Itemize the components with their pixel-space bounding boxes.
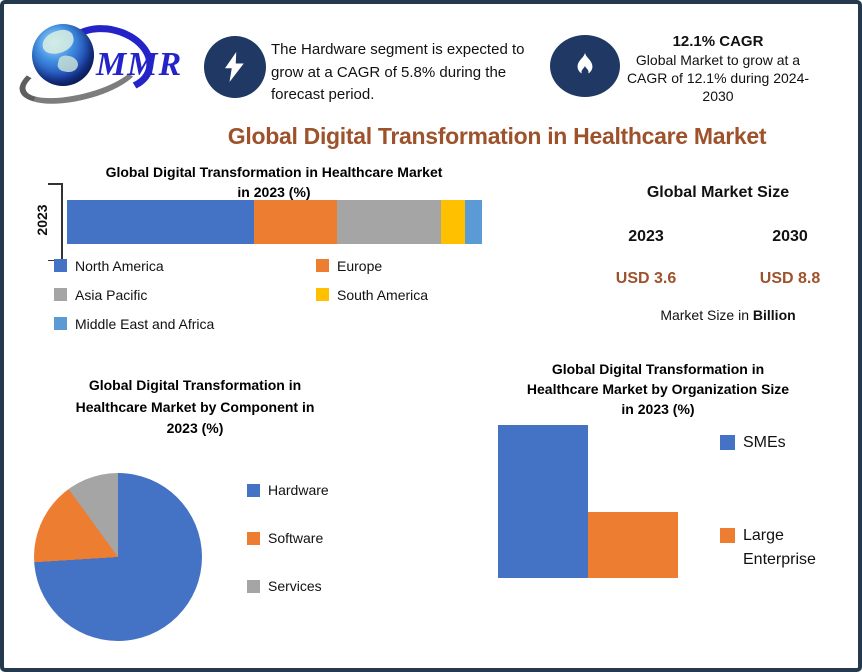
market-size-title: Global Market Size <box>646 184 790 201</box>
organization-bar-chart <box>498 425 679 578</box>
lightning-icon <box>204 36 266 98</box>
value-2030: USD 8.8 <box>759 270 821 287</box>
category-axis-label: 2023 <box>34 204 50 236</box>
legend-item: Hardware <box>247 482 329 498</box>
component-chart-title-line2: Healthcare Market by Component in <box>75 398 315 415</box>
legend-label: Software <box>268 530 324 546</box>
organization-chart-title-line2: Healthcare Market by Organization Size <box>526 381 790 397</box>
legend-item: North America <box>54 258 316 274</box>
legend-swatch <box>720 528 735 543</box>
year-2023: 2023 <box>628 228 664 245</box>
legend-label: Europe <box>337 257 383 274</box>
legend-swatch <box>720 435 735 450</box>
legend-label: Large Enterprise <box>743 527 816 568</box>
legend-label: Services <box>268 578 322 594</box>
note-prefix: Market Size in <box>660 307 750 323</box>
component-pie-chart <box>34 473 202 641</box>
lightning-bolt-glyph <box>225 52 244 82</box>
globe-icon <box>32 24 94 86</box>
note-unit: Billion <box>752 307 796 323</box>
cagr-text: Global Market to grow at a CAGR of 12.1%… <box>626 52 810 104</box>
value-2023: USD 3.6 <box>615 270 677 287</box>
regional-chart-title-line2: in 2023 (%) <box>237 184 311 200</box>
legend-swatch <box>247 483 260 497</box>
logo-brand-text: MMR <box>96 46 183 83</box>
component-chart-title-line3: 2023 (%) <box>166 420 224 436</box>
component-chart-title-line1: Global Digital Transformation in <box>88 377 302 393</box>
organization-chart-title-line3: in 2023 (%) <box>621 401 695 417</box>
legend-label: Asia Pacific <box>75 286 148 303</box>
year-2030: 2030 <box>772 228 808 245</box>
market-size-values: USD 3.6 USD 8.8 <box>574 270 858 288</box>
legend-swatch <box>54 317 67 330</box>
legend-item: Services <box>247 578 329 594</box>
legend-item: Asia Pacific <box>54 287 316 303</box>
legend-swatch <box>247 579 260 593</box>
page-title: Global Digital Transformation in Healthc… <box>227 123 767 149</box>
regional-stacked-bar <box>67 200 482 244</box>
bar-segment-asia-pacific <box>336 200 441 244</box>
legend-swatch <box>316 259 329 272</box>
legend-label: Hardware <box>268 482 329 498</box>
legend-swatch <box>247 531 260 545</box>
legend-item: Software <box>247 530 329 546</box>
legend-item-smes: SMEs <box>720 431 786 455</box>
legend-label: North America <box>75 257 164 274</box>
legend-label: SMEs <box>743 434 786 451</box>
mmr-logo: MMR <box>14 10 208 115</box>
legend-item-large-enterprise: Large Enterprise <box>720 524 839 572</box>
market-cagr-callout: 12.1% CAGR Global Market to grow at a CA… <box>616 33 820 105</box>
legend-swatch <box>316 288 329 301</box>
legend-item: Middle East and Africa <box>54 316 316 332</box>
bar-segment-north-america <box>67 200 254 244</box>
component-chart-title: Global Digital Transformation in Healthc… <box>24 375 366 440</box>
market-size-years: 2023 2030 <box>574 228 858 246</box>
legend-swatch <box>54 259 67 272</box>
regional-legend: North America Europe Asia Pacific South … <box>54 251 526 338</box>
component-legend: Hardware Software Services <box>247 466 329 610</box>
hardware-callout-text: The Hardware segment is expected to grow… <box>271 41 525 103</box>
category-axis-line <box>61 183 63 261</box>
market-size-note: Market Size in Billion <box>574 307 858 323</box>
bar-segment-south-america <box>440 200 466 244</box>
bar-smes <box>498 425 588 578</box>
legend-item: Europe <box>316 258 526 274</box>
cagr-headline: 12.1% CAGR <box>672 33 764 50</box>
bar-large-enterprise <box>588 512 678 578</box>
flame-icon <box>550 35 620 97</box>
axis-tick-top <box>48 183 62 185</box>
legend-item: South America <box>316 287 526 303</box>
organization-chart-title-line1: Global Digital Transformation in <box>551 361 765 377</box>
organization-chart-title: Global Digital Transformation in Healthc… <box>484 359 832 419</box>
regional-chart-title: Global Digital Transformation in Healthc… <box>54 162 494 202</box>
bar-segment-middle-east-africa <box>465 200 482 244</box>
legend-swatch <box>54 288 67 301</box>
bar-segment-europe <box>253 200 337 244</box>
legend-label: Middle East and Africa <box>75 315 215 332</box>
flame-glyph <box>577 51 593 76</box>
market-size-panel: Global Market Size 2023 2030 USD 3.6 USD… <box>574 184 858 323</box>
legend-label: South America <box>337 286 429 303</box>
regional-chart-title-line1: Global Digital Transformation in Healthc… <box>105 164 443 180</box>
